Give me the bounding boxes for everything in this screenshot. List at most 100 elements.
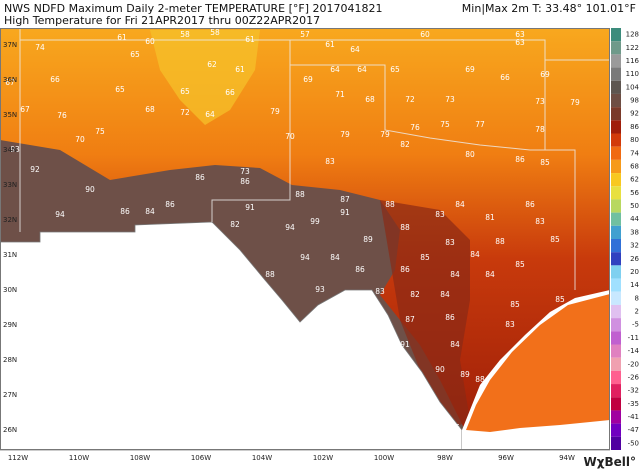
temperature-label: 77 [475,120,485,129]
longitude-label: 112W [8,454,28,462]
colorbar-swatch [611,265,621,279]
colorbar-swatch [611,252,621,266]
latitude-label: 35N [3,111,17,119]
temperature-label: 88 [400,223,410,232]
mexico-area [0,221,463,451]
temperature-label: 60 [420,30,430,39]
latitude-label: 33N [3,181,17,189]
temperature-label: 69 [540,70,550,79]
temperature-label: 63 [515,38,525,47]
colorbar-label: 32 [630,242,639,250]
temperature-label: 66 [500,73,510,82]
temperature-label: 72 [180,108,190,117]
temperature-label: 78 [535,125,545,134]
colorbar-label: 8 [635,294,639,302]
latitude-label: 32N [3,216,17,224]
temperature-label: 85 [540,158,550,167]
temperature-label: 89 [460,370,470,379]
temperature-label: 86 [355,265,365,274]
colorbar-swatch [611,173,621,187]
temperature-label: 85 [420,253,430,262]
temperature-label: 66 [225,88,235,97]
temperature-label: 67 [5,78,15,87]
temperature-label: 84 [330,253,340,262]
temperature-label: 83 [325,157,335,166]
temperature-label: 68 [365,95,375,104]
temperature-label: 84 [485,270,495,279]
colorbar-label: 86 [630,123,639,131]
temperature-label: 79 [570,98,580,107]
temperature-label: 88 [475,375,485,384]
temperature-label: 94 [285,223,295,232]
temperature-label: 79 [340,130,350,139]
temperature-label: 64 [350,45,360,54]
temperature-label: 58 [210,28,220,37]
colorbar-label: -50 [628,439,639,447]
temperature-label: 84 [470,250,480,259]
colorbar-label: 80 [630,136,639,144]
temperature-label: 84 [455,200,465,209]
header-subtitle: High Temperature for Fri 21APR2017 thru … [4,14,320,27]
header-minmax: Min|Max 2m T: 33.48° 101.01°F [462,2,636,15]
temperature-label: 93 [315,285,325,294]
temperature-label: 91 [245,203,255,212]
colorbar-swatch [611,318,621,332]
temperature-label: 73 [445,95,455,104]
colorbar-swatch [611,304,621,319]
temperature-label: 69 [303,75,313,84]
temperature-label: 57 [300,30,310,39]
temperature-label: 79 [270,107,280,116]
mountain-field [150,30,260,125]
temperature-label: 80 [465,150,475,159]
temperature-label: 94 [55,210,65,219]
temperature-label: 82 [410,290,420,299]
latitude-label: 31N [3,251,17,259]
colorbar-label: 20 [630,268,639,276]
temperature-label: 83 [505,320,515,329]
colorbar-label: -35 [628,400,639,408]
state-borders [19,28,610,290]
latitude-label: 36N [3,76,17,84]
colorbar-swatch [611,93,621,108]
temperature-label: 58 [180,30,190,39]
temperature-label: 61 [325,40,335,49]
longitude-label: 96W [498,454,514,462]
colorbar-swatch [611,331,621,345]
colorbar-label: 68 [630,162,639,170]
colorbar-label: -26 [628,373,640,381]
colorbar-swatch [611,80,621,94]
temperature-label: 99 [310,217,320,226]
longitude-label: 94W [559,454,575,462]
temperature-label: 83 [375,287,385,296]
colorbar-swatch [611,384,621,398]
colorbar-swatch [611,291,621,305]
colorbar-swatch [611,357,621,371]
colorbar-swatch [611,397,621,411]
temperature-label: 87 [405,315,415,324]
colorbar-swatch [611,278,621,292]
temperature-label: 88 [183,223,193,232]
colorbar-label: 2 [635,308,639,316]
temperature-label: 64 [205,110,215,119]
temperature-label: 83 [445,238,455,247]
colorbar-label: -32 [628,387,639,395]
temperature-label: 83 [435,210,445,219]
colorbar-label: 44 [630,215,639,223]
temperature-label: 91 [340,208,350,217]
colorbar-label: 26 [630,255,639,263]
temperature-label: 85 [510,300,520,309]
temperature-label: 92 [30,165,40,174]
colorbar-label: 110 [626,70,639,78]
latitude-label: 30N [3,286,17,294]
longitude-label: 110W [69,454,89,462]
temperature-label: 84 [440,290,450,299]
temperature-label: 88 [385,200,395,209]
colorbar-label: 92 [630,110,639,118]
temperature-label: 85 [515,260,525,269]
temperature-label: 91 [400,340,410,349]
temperature-label: 83 [535,217,545,226]
colorbar-swatch [611,120,621,134]
colorbar-label: -20 [628,360,639,368]
colorbar-label: 104 [626,83,640,91]
